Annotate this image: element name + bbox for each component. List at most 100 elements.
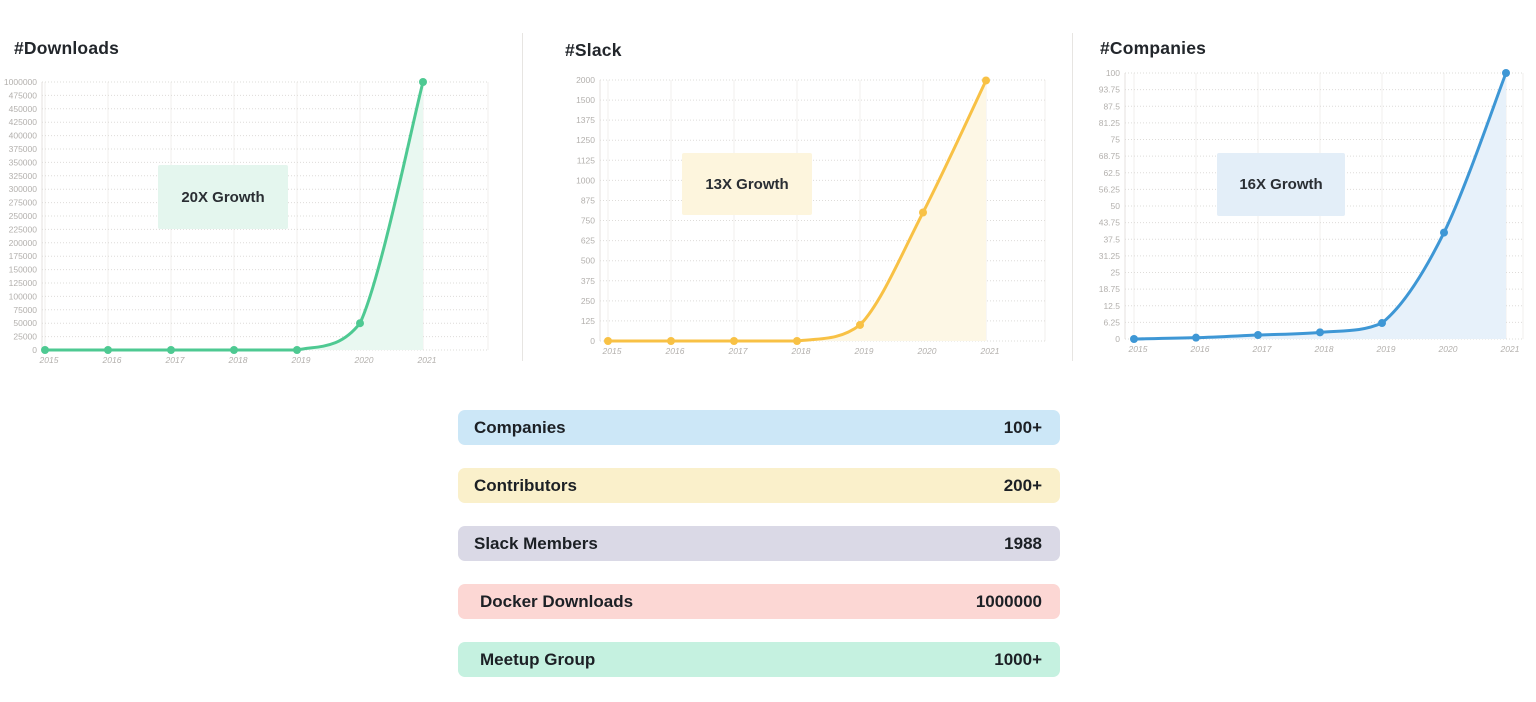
- companies-chart-title: #Companies: [1100, 38, 1207, 58]
- stat-row-companies: Companies 100+: [458, 410, 1060, 445]
- stat-label: Docker Downloads: [480, 591, 634, 611]
- slack-chart-panel: #Slack 0 125 250 375 500 625 750 875 1000 1125 125…: [523, 0, 1072, 400]
- svg-text:2018: 2018: [1314, 344, 1334, 354]
- svg-text:1500: 1500: [576, 95, 595, 105]
- companies-line-chart: 0 6.25 12.5 18.75 25 31.25 37.5 43.75 50 56.25 62.…: [1099, 68, 1524, 354]
- svg-text:2020: 2020: [1438, 344, 1458, 354]
- svg-text:43.75: 43.75: [1099, 218, 1121, 228]
- stat-label: Companies: [474, 417, 566, 437]
- downloads-growth-annotation: 20X Growth: [158, 165, 288, 229]
- svg-text:93.75: 93.75: [1099, 85, 1121, 95]
- svg-text:175000: 175000: [9, 251, 38, 261]
- stat-value: 1000000: [975, 591, 1042, 611]
- svg-text:6.25: 6.25: [1103, 317, 1120, 327]
- stat-row-docker-downloads: Docker Downloads 1000000: [458, 584, 1060, 619]
- svg-text:0: 0: [1115, 334, 1120, 344]
- slack-growth-annotation: 13X Growth: [682, 153, 812, 215]
- stats-summary: Companies 100+ Contributors 200+ Slack M…: [458, 410, 1060, 677]
- stat-label: Meetup Group: [480, 649, 596, 669]
- svg-text:1250: 1250: [576, 135, 595, 145]
- svg-text:2017: 2017: [165, 355, 185, 365]
- svg-text:275000: 275000: [9, 198, 38, 208]
- svg-text:225000: 225000: [9, 224, 38, 234]
- svg-text:1000: 1000: [576, 175, 595, 185]
- svg-text:2018: 2018: [228, 355, 248, 365]
- companies-growth-label: 16X Growth: [1239, 176, 1323, 193]
- svg-text:500: 500: [581, 256, 595, 266]
- stat-value: 1988: [1004, 533, 1042, 553]
- svg-text:2015: 2015: [602, 346, 622, 356]
- svg-text:2016: 2016: [1190, 344, 1210, 354]
- svg-text:12.5: 12.5: [1103, 301, 1120, 311]
- slack-line-chart: 0 125 250 375 500 625 750 875 1000 1125 1250 1375 15…: [576, 75, 1046, 356]
- svg-text:475000: 475000: [9, 90, 38, 100]
- svg-text:125000: 125000: [9, 278, 38, 288]
- svg-text:1125: 1125: [577, 155, 596, 165]
- svg-text:2021: 2021: [980, 346, 1000, 356]
- svg-text:62.5: 62.5: [1103, 168, 1120, 178]
- downloads-line-chart: 0 25000 50000 75000 100000 125000 150000 175000…: [4, 77, 489, 365]
- svg-text:125: 125: [581, 316, 595, 326]
- svg-text:2019: 2019: [854, 346, 874, 356]
- stat-value: 1000+: [994, 649, 1042, 669]
- svg-text:625: 625: [581, 236, 595, 246]
- svg-text:2016: 2016: [665, 346, 685, 356]
- downloads-growth-label: 20X Growth: [181, 188, 265, 206]
- stat-label: Slack Members: [474, 533, 598, 553]
- svg-text:2020: 2020: [917, 346, 937, 356]
- svg-text:50: 50: [1111, 201, 1121, 211]
- svg-text:25000: 25000: [13, 332, 37, 342]
- svg-text:31.25: 31.25: [1099, 251, 1121, 261]
- svg-text:75000: 75000: [13, 305, 37, 315]
- svg-text:250000: 250000: [9, 211, 38, 221]
- panel-divider: [522, 33, 523, 361]
- svg-text:18.75: 18.75: [1099, 284, 1121, 294]
- svg-text:56.25: 56.25: [1099, 184, 1121, 194]
- svg-text:750: 750: [581, 216, 595, 226]
- svg-text:100000: 100000: [9, 291, 38, 301]
- downloads-chart-panel: #Downloads 0 25000 50000 75000 100000 125000 1…: [0, 0, 522, 400]
- svg-text:450000: 450000: [9, 104, 38, 114]
- slack-chart-title: #Slack: [565, 40, 622, 60]
- svg-text:2019: 2019: [291, 355, 311, 365]
- svg-text:1000000: 1000000: [4, 77, 37, 87]
- svg-text:25: 25: [1111, 268, 1121, 278]
- svg-text:0: 0: [590, 336, 595, 346]
- svg-text:350000: 350000: [9, 157, 38, 167]
- svg-text:2017: 2017: [728, 346, 748, 356]
- svg-text:375: 375: [581, 276, 595, 286]
- slack-growth-label: 13X Growth: [705, 175, 789, 193]
- svg-text:2019: 2019: [1376, 344, 1396, 354]
- svg-text:400000: 400000: [9, 131, 38, 141]
- svg-text:2020: 2020: [354, 355, 374, 365]
- svg-text:300000: 300000: [9, 184, 38, 194]
- svg-text:150000: 150000: [9, 265, 38, 275]
- svg-text:2017: 2017: [1252, 344, 1272, 354]
- stat-value: 200+: [1003, 475, 1042, 495]
- svg-text:81.25: 81.25: [1099, 118, 1121, 128]
- downloads-chart-title: #Downloads: [14, 38, 120, 58]
- svg-text:0: 0: [32, 345, 37, 355]
- stat-row-contributors: Contributors 200+: [458, 468, 1060, 503]
- svg-text:2015: 2015: [1128, 344, 1148, 354]
- svg-text:50000: 50000: [13, 318, 37, 328]
- svg-text:100: 100: [1106, 68, 1120, 78]
- stat-value: 100+: [1003, 417, 1042, 437]
- stat-row-meetup-group: Meetup Group 1000+: [458, 642, 1060, 677]
- svg-text:200000: 200000: [9, 238, 38, 248]
- svg-text:325000: 325000: [9, 171, 38, 181]
- companies-growth-annotation: 16X Growth: [1217, 153, 1345, 216]
- companies-chart-panel: #Companies 0 6.25 12.5 18.75 25 31.25 37.5 43.7…: [1073, 0, 1536, 400]
- svg-text:250: 250: [581, 296, 595, 306]
- svg-text:2015: 2015: [39, 355, 59, 365]
- panel-divider: [1072, 33, 1073, 361]
- stat-label: Contributors: [474, 475, 577, 495]
- svg-text:87.5: 87.5: [1103, 101, 1120, 111]
- svg-text:75: 75: [1111, 135, 1121, 145]
- svg-text:2021: 2021: [417, 355, 437, 365]
- svg-text:425000: 425000: [9, 117, 38, 127]
- svg-text:37.5: 37.5: [1103, 234, 1120, 244]
- svg-text:2021: 2021: [1500, 344, 1520, 354]
- svg-text:2018: 2018: [791, 346, 811, 356]
